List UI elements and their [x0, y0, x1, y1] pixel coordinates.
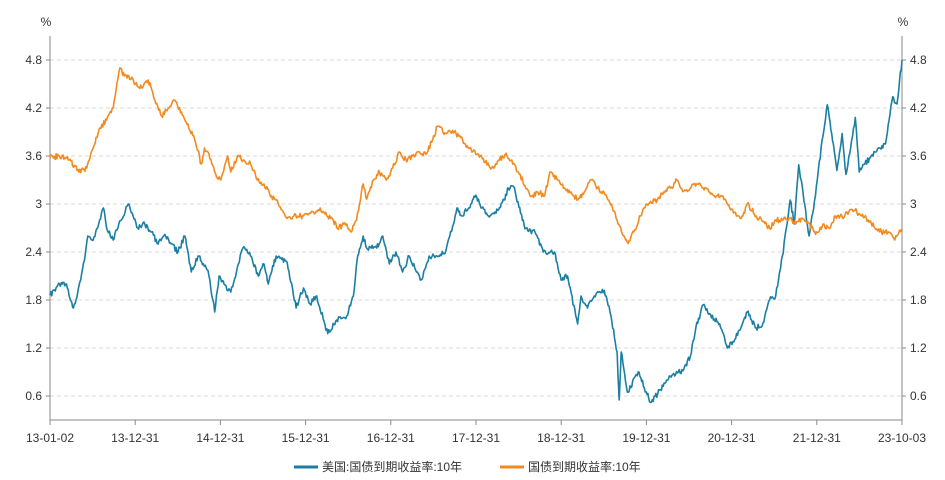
y-tick-label-left: 4.8 — [25, 53, 42, 67]
y-tick-label-right: 4.8 — [910, 53, 927, 67]
x-tick-label: 17-12-31 — [452, 431, 500, 445]
y-tick-label-left: 1.2 — [25, 341, 42, 355]
y-tick-label-left: 1.8 — [25, 293, 42, 307]
x-tick-label: 19-12-31 — [622, 431, 670, 445]
series-line-us-10y — [49, 59, 903, 404]
y-tick-labels-left: 0.6 1.2 1.8 2.4 3 3.6 4.2 4.8 — [25, 53, 42, 403]
x-tick-label: 23-10-03 — [878, 431, 926, 445]
x-tick-label: 13-12-31 — [111, 431, 159, 445]
x-tick-label: 21-12-31 — [793, 431, 841, 445]
legend: 美国:国债到期收益率:10年 国债到期收益率:10年 — [294, 459, 641, 474]
x-tick-label: 15-12-31 — [282, 431, 330, 445]
y-tick-label-left: 3.6 — [25, 149, 42, 163]
x-tick-label: 20-12-31 — [708, 431, 756, 445]
series-line-cn-10y — [49, 67, 903, 245]
x-tick-label: 16-12-31 — [367, 431, 415, 445]
x-tick-labels: 13-01-02 13-12-31 14-12-31 15-12-31 16-12-31… — [26, 420, 926, 445]
legend-label-us: 美国:国债到期收益率:10年 — [322, 459, 462, 474]
y-tick-label-right: 4.2 — [910, 101, 927, 115]
x-tick-label: 13-01-02 — [26, 431, 74, 445]
y-tick-label-right: 2.4 — [910, 245, 927, 259]
y-tick-label-right: 3.6 — [910, 149, 927, 163]
y-tick-label-left: 0.6 — [25, 389, 42, 403]
series-lines — [49, 59, 903, 404]
y-tick-label-right: 3 — [910, 197, 917, 211]
x-tick-label: 18-12-31 — [537, 431, 585, 445]
y-tick-label-left: 2.4 — [25, 245, 42, 259]
y-unit-right: % — [898, 15, 909, 29]
y-tick-label-right: 1.8 — [910, 293, 927, 307]
y-tick-label-right: 0.6 — [910, 389, 927, 403]
grid-lines — [46, 59, 906, 397]
y-tick-label-right: 1.2 — [910, 341, 927, 355]
y-unit-left: % — [41, 15, 52, 29]
y-tick-label-left: 4.2 — [25, 101, 42, 115]
legend-label-cn: 国债到期收益率:10年 — [528, 459, 641, 474]
y-tick-labels-right: 0.6 1.2 1.8 2.4 3 3.6 4.2 4.8 — [910, 53, 927, 403]
x-tick-label: 14-12-31 — [196, 431, 244, 445]
y-tick-label-left: 3 — [35, 197, 42, 211]
